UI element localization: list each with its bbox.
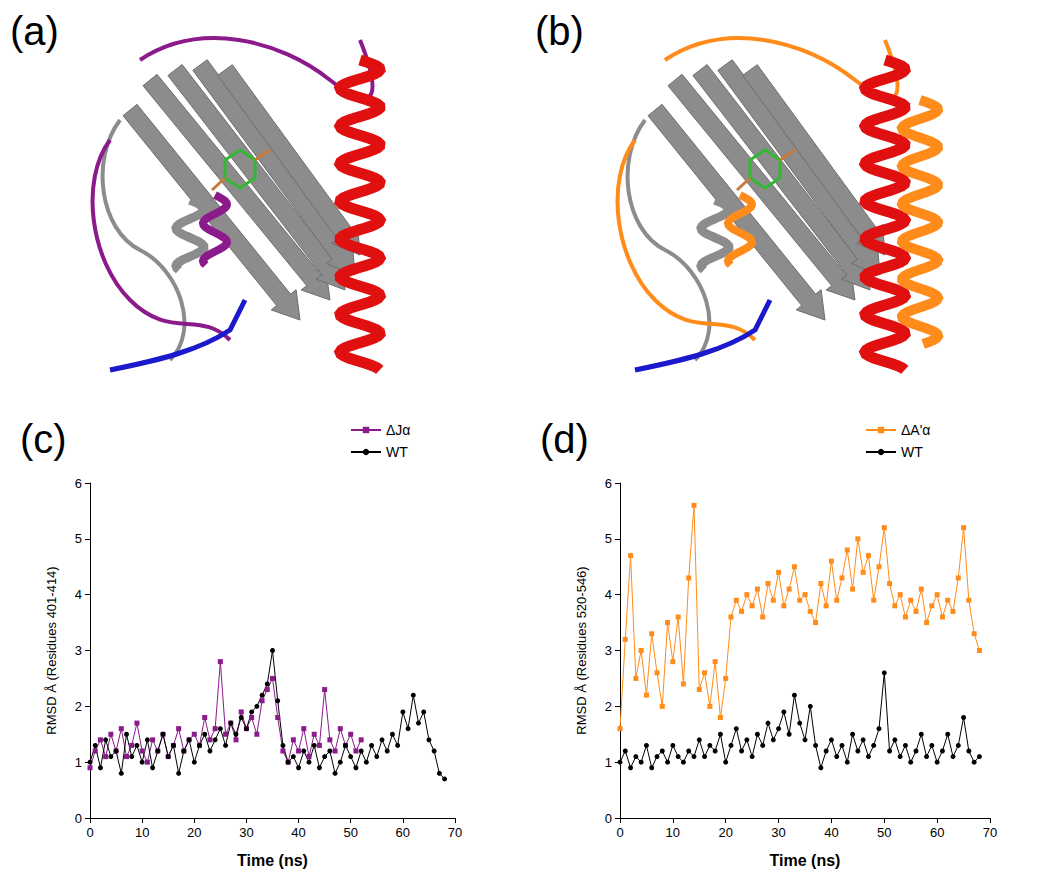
svg-text:(d): (d): [540, 417, 589, 461]
svg-text:0: 0: [86, 825, 93, 840]
svg-text:70: 70: [448, 825, 462, 840]
svg-text:0: 0: [605, 811, 612, 826]
svg-text:WT: WT: [386, 444, 408, 460]
svg-text:30: 30: [771, 825, 785, 840]
svg-text:4: 4: [605, 587, 612, 602]
svg-text:ΔA'α: ΔA'α: [901, 422, 930, 438]
svg-text:2: 2: [75, 699, 82, 714]
svg-text:(b): (b): [535, 9, 584, 53]
svg-text:0: 0: [75, 811, 82, 826]
svg-text:2: 2: [605, 699, 612, 714]
svg-text:70: 70: [983, 825, 997, 840]
svg-text:40: 40: [291, 825, 305, 840]
svg-text:10: 10: [666, 825, 680, 840]
svg-text:(a): (a): [10, 9, 59, 53]
svg-text:3: 3: [605, 643, 612, 658]
svg-text:6: 6: [605, 476, 612, 491]
svg-text:5: 5: [75, 531, 82, 546]
svg-text:50: 50: [877, 825, 891, 840]
svg-text:60: 60: [396, 825, 410, 840]
svg-text:1: 1: [75, 755, 82, 770]
svg-text:60: 60: [930, 825, 944, 840]
svg-text:0: 0: [616, 825, 623, 840]
svg-text:6: 6: [75, 476, 82, 491]
svg-text:3: 3: [75, 643, 82, 658]
svg-text:20: 20: [187, 825, 201, 840]
svg-text:5: 5: [605, 531, 612, 546]
svg-text:20: 20: [718, 825, 732, 840]
svg-text:40: 40: [824, 825, 838, 840]
svg-text:Time (ns): Time (ns): [237, 852, 308, 869]
svg-text:ΔJα: ΔJα: [386, 422, 410, 438]
svg-text:(c): (c): [20, 417, 67, 461]
svg-text:1: 1: [605, 755, 612, 770]
svg-text:10: 10: [135, 825, 149, 840]
svg-text:RMSD Å (Residues 520-546): RMSD Å (Residues 520-546): [574, 566, 589, 734]
svg-text:4: 4: [75, 587, 82, 602]
svg-text:RMSD Å (Residues 401-414): RMSD Å (Residues 401-414): [44, 566, 59, 734]
svg-text:Time (ns): Time (ns): [770, 852, 841, 869]
svg-text:30: 30: [239, 825, 253, 840]
svg-text:50: 50: [343, 825, 357, 840]
svg-text:WT: WT: [901, 444, 923, 460]
